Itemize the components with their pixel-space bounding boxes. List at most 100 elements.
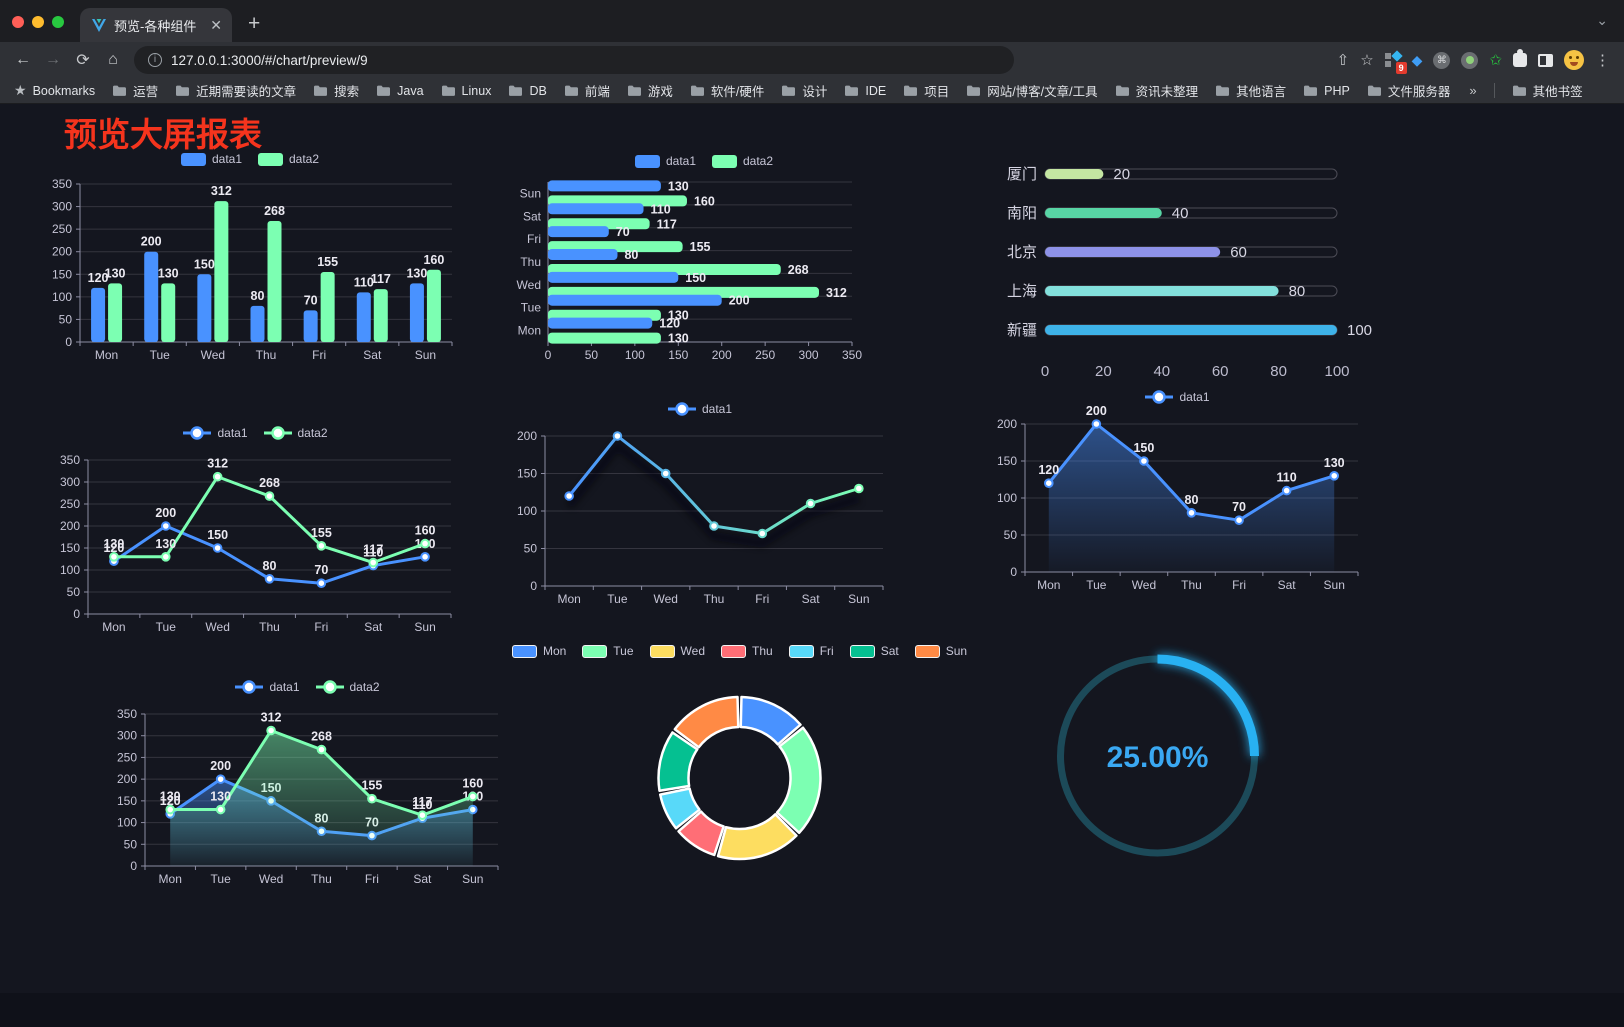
- legend-item-data1[interactable]: data1: [235, 680, 300, 694]
- bookmarks-root[interactable]: ★ Bookmarks: [14, 82, 95, 99]
- chart-area-line[interactable]: data1 0 50 100 150 200 Mon Tue Wed Thu Fri Sat Sun 12…: [985, 386, 1370, 598]
- legend-item-Mon[interactable]: Mon: [511, 644, 566, 658]
- extensions-puzzle-icon[interactable]: [1513, 49, 1527, 67]
- chart-horizontal-bar[interactable]: data1 data2 0 50 100 150 200 250 300 350 Sun 130 160…: [508, 150, 900, 368]
- menu-kebab-icon[interactable]: ⋮: [1595, 52, 1610, 69]
- legend-item-data1[interactable]: data1: [667, 402, 732, 416]
- svg-text:20: 20: [1095, 363, 1112, 380]
- svg-text:130: 130: [103, 537, 124, 551]
- chart-line-two-series[interactable]: data1 data2 0 50 100 150 200 250 300 350 Mon Tue Wed…: [48, 422, 463, 640]
- svg-text:80: 80: [251, 289, 265, 303]
- bookmark-folder[interactable]: 软件/硬件: [690, 81, 764, 100]
- bookmark-folder[interactable]: DB: [508, 84, 547, 98]
- site-info-icon[interactable]: i: [148, 53, 162, 67]
- recorder-extension-icon[interactable]: [1461, 51, 1479, 69]
- bookmark-folder[interactable]: 前端: [564, 81, 610, 100]
- legend-item-data1[interactable]: data1: [180, 152, 242, 166]
- bookmark-folder[interactable]: 设计: [781, 81, 827, 100]
- svg-text:110: 110: [412, 798, 432, 812]
- legend-label: Sat: [880, 644, 899, 658]
- folder-icon: [441, 85, 455, 96]
- legend-item-data1[interactable]: data1: [1145, 390, 1210, 404]
- bookmark-folder[interactable]: Java: [376, 84, 424, 98]
- bookmark-folder[interactable]: PHP: [1303, 84, 1350, 98]
- svg-text:Mon: Mon: [557, 592, 580, 606]
- legend-item-Wed[interactable]: Wed: [649, 644, 705, 658]
- new-tab-button[interactable]: +: [248, 12, 261, 35]
- forward-button[interactable]: →: [45, 51, 61, 68]
- maximize-window-button[interactable]: [52, 16, 64, 28]
- legend-item-data2[interactable]: data2: [263, 426, 328, 440]
- reload-button[interactable]: ⟳: [76, 52, 90, 69]
- legend-item-data2[interactable]: data2: [712, 154, 773, 168]
- command-extension-icon[interactable]: ⌘: [1433, 51, 1451, 69]
- svg-text:350: 350: [842, 348, 862, 362]
- bookmark-folder[interactable]: Linux: [441, 84, 491, 98]
- svg-text:110: 110: [354, 275, 374, 289]
- tab-title: 预览-各种组件: [114, 18, 197, 34]
- bookmark-folder[interactable]: 运营: [112, 81, 158, 100]
- gem-extension-icon[interactable]: ◆: [1411, 51, 1423, 68]
- bookmark-folder[interactable]: 网站/博客/文章/工具: [966, 81, 1098, 100]
- chart-donut[interactable]: Mon Tue Wed Thu Fri Sat Sun: [511, 640, 967, 872]
- svg-text:Thu: Thu: [259, 620, 280, 634]
- minimize-window-button[interactable]: [32, 16, 44, 28]
- other-bookmarks-folder[interactable]: 其他书签: [1512, 81, 1583, 100]
- legend-item-data2[interactable]: data2: [315, 680, 380, 694]
- home-button[interactable]: ⌂: [108, 51, 118, 68]
- chart-gradient-line[interactable]: data1 0 50 100 150 200 Mon Tue Wed Thu Fri Sat Sun: [505, 398, 895, 612]
- window-controls[interactable]: [12, 16, 64, 28]
- tab-search-chevron-icon[interactable]: ⌄: [1596, 12, 1608, 28]
- bookmark-folder[interactable]: 文件服务器: [1367, 81, 1450, 100]
- svg-text:Sun: Sun: [415, 348, 436, 362]
- svg-text:150: 150: [685, 271, 706, 285]
- svg-text:100: 100: [52, 290, 72, 304]
- bookmark-label: PHP: [1324, 83, 1350, 98]
- legend-item-Tue[interactable]: Tue: [582, 644, 634, 658]
- side-panel-icon[interactable]: [1538, 53, 1553, 67]
- svg-text:200: 200: [141, 235, 162, 249]
- back-button[interactable]: ←: [15, 51, 31, 68]
- bookmark-folder[interactable]: 资讯未整理: [1115, 81, 1198, 100]
- svg-text:200: 200: [60, 519, 80, 533]
- star-extension-icon[interactable]: ✩: [1489, 52, 1502, 69]
- legend-item-Fri[interactable]: Fri: [788, 644, 834, 658]
- chart-progress-bars[interactable]: 厦门 20 南阳 40 北京 60 上海 80 新疆 100 0 20 40 60 80 100: [985, 154, 1372, 386]
- bookmarks-overflow-chevron[interactable]: »: [1469, 83, 1477, 98]
- legend-item-Sun[interactable]: Sun: [914, 644, 967, 658]
- bookmark-folder[interactable]: 游戏: [627, 81, 673, 100]
- tab-close-icon[interactable]: ✕: [210, 16, 222, 33]
- legend-item-data1[interactable]: data1: [634, 154, 696, 168]
- svg-text:Sun: Sun: [1324, 578, 1345, 592]
- folder-icon: [904, 85, 918, 96]
- share-icon[interactable]: ⇧: [1336, 52, 1350, 69]
- url-text[interactable]: 127.0.0.1:3000/#/chart/preview/9: [171, 52, 368, 68]
- profile-avatar[interactable]: [1564, 50, 1584, 70]
- legend-swatch-icon: [582, 644, 608, 658]
- legend-label: data1: [211, 152, 242, 166]
- legend-item-Sat[interactable]: Sat: [849, 644, 899, 658]
- legend-item-data2[interactable]: data2: [258, 152, 319, 166]
- bookmark-folder[interactable]: 其他语言: [1215, 81, 1286, 100]
- close-window-button[interactable]: [12, 16, 24, 28]
- bookmark-folder[interactable]: 项目: [903, 81, 949, 100]
- chart-gauge-ring[interactable]: 25.00%: [1035, 644, 1280, 874]
- chart-grouped-bar[interactable]: data1 data2 0 50 100 150 200 250 300 350 Mon Tue Wed…: [40, 148, 460, 368]
- bookmark-folder[interactable]: 近期需要读的文章: [175, 81, 296, 100]
- tab-manager-extension-icon[interactable]: 9: [1384, 50, 1407, 74]
- address-bar[interactable]: i 127.0.0.1:3000/#/chart/preview/9: [134, 46, 1014, 74]
- folder-icon: [377, 85, 391, 96]
- folder-icon: [1115, 85, 1129, 96]
- svg-text:130: 130: [668, 179, 689, 193]
- svg-text:117: 117: [371, 272, 391, 286]
- browser-tab[interactable]: 预览-各种组件 ✕: [80, 8, 232, 42]
- bookmark-folder[interactable]: IDE: [844, 84, 886, 98]
- svg-text:Sat: Sat: [1278, 578, 1297, 592]
- bookmark-star-icon[interactable]: ☆: [1360, 52, 1374, 69]
- svg-text:150: 150: [60, 541, 80, 555]
- legend-item-Thu[interactable]: Thu: [721, 644, 773, 658]
- legend-item-data1[interactable]: data1: [183, 426, 248, 440]
- chart-area-two-series[interactable]: data1 data2 0 50 100 150 200 250 300 350 Mon Tue Wed…: [105, 676, 510, 892]
- bookmark-folder[interactable]: 搜索: [313, 81, 359, 100]
- svg-text:130: 130: [668, 332, 689, 346]
